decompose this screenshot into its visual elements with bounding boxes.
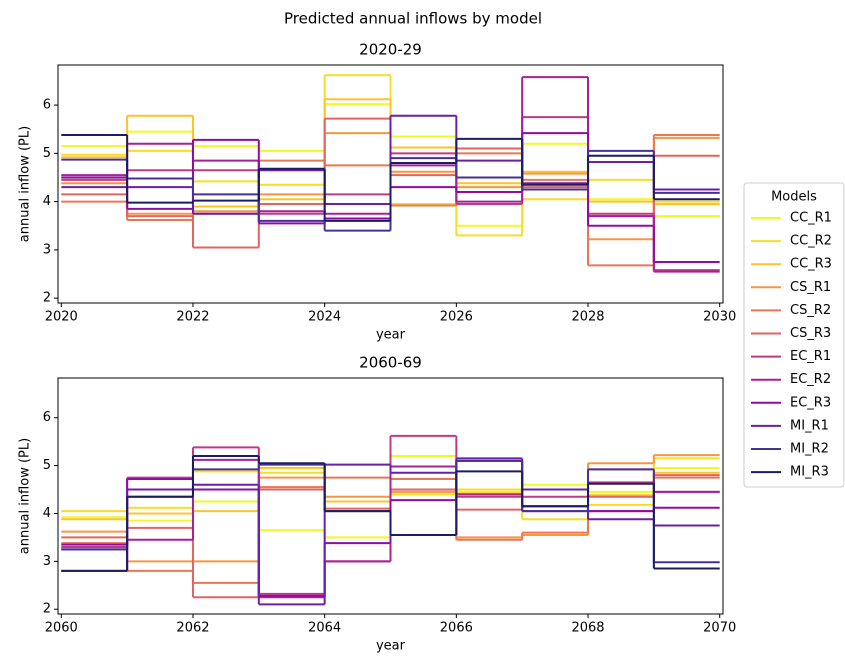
y-tick-label: 4	[43, 194, 51, 209]
plot-area	[61, 434, 720, 606]
x-tick-label: 2024	[308, 310, 341, 325]
legend-label: CS_R3	[790, 326, 831, 341]
y-tick-label: 2	[43, 602, 51, 617]
subplot-title: 2060-69	[359, 354, 422, 372]
legend-label: MI_R3	[790, 465, 829, 480]
x-tick-label: 2022	[176, 310, 209, 325]
legend-label: EC_R3	[790, 395, 831, 410]
y-tick-label: 5	[43, 458, 51, 473]
x-tick-label: 2026	[440, 310, 473, 325]
x-axis-label: year	[376, 328, 406, 343]
x-tick-label: 2070	[703, 621, 736, 636]
subplot-title: 2020-29	[359, 41, 422, 59]
y-tick-label: 6	[43, 98, 51, 113]
x-tick-label: 2060	[45, 621, 78, 636]
plot-area	[61, 74, 720, 273]
axes-frame	[57, 377, 724, 615]
y-axis-label: annual inflow (PL)	[18, 438, 33, 554]
x-tick-label: 2066	[440, 621, 473, 636]
y-tick-label: 6	[43, 410, 51, 425]
x-tick-label: 2062	[176, 621, 209, 636]
legend: Models CC_R1 CC_R2 CC_R3 CS_R1 CS_R2 CS_R3 EC_R…	[743, 182, 845, 488]
legend-label: CC_R2	[790, 234, 832, 249]
x-axis-label: year	[376, 639, 406, 654]
x-tick-label: 2020	[45, 310, 78, 325]
y-tick-label: 4	[43, 506, 51, 521]
legend-label: CC_R3	[790, 257, 832, 272]
y-tick-label: 3	[43, 554, 51, 569]
y-axis-label: annual inflow (PL)	[18, 126, 33, 242]
legend-label: CS_R2	[790, 303, 831, 318]
series-line	[61, 455, 720, 572]
x-tick-label: 2028	[571, 310, 604, 325]
legend-label: MI_R2	[790, 442, 829, 457]
x-tick-label: 2030	[703, 310, 736, 325]
x-tick-label: 2064	[308, 621, 341, 636]
y-tick-label: 2	[43, 291, 51, 306]
x-tick-label: 2068	[571, 621, 604, 636]
y-tick-label: 3	[43, 242, 51, 257]
series-line	[61, 134, 720, 222]
figure-title: Predicted annual inflows by model	[284, 10, 542, 28]
legend-label: CS_R1	[790, 280, 831, 295]
legend-title: Models	[771, 190, 817, 205]
legend-label: MI_R1	[790, 418, 829, 433]
axes-frame	[57, 64, 724, 304]
legend-label: EC_R2	[790, 372, 831, 387]
legend-label: CC_R1	[790, 211, 832, 226]
y-tick-label: 5	[43, 146, 51, 161]
legend-frame	[743, 182, 845, 488]
legend-label: EC_R1	[790, 349, 831, 364]
